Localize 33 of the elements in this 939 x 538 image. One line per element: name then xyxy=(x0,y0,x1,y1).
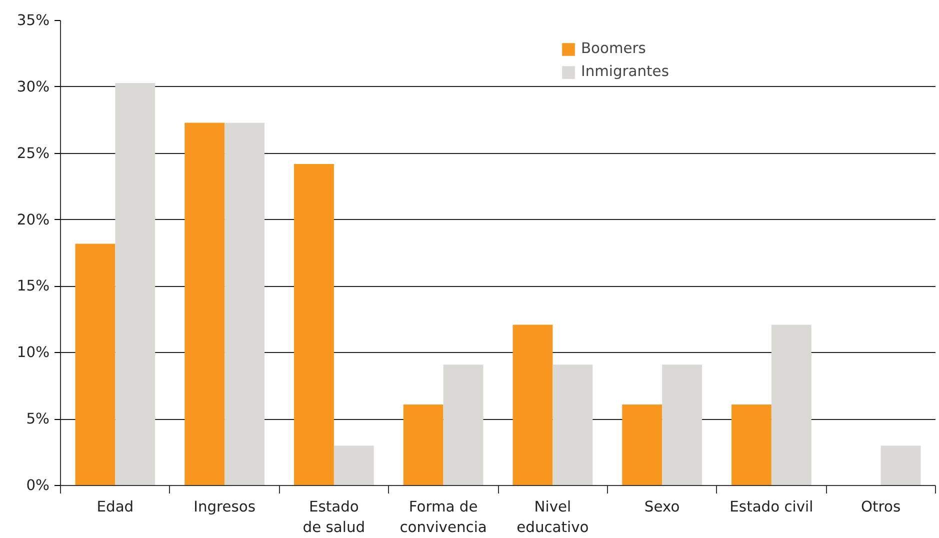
x-tick-label: Nivel educativo xyxy=(516,498,589,536)
x-tick-label: Forma de convivencia xyxy=(400,498,487,536)
bar xyxy=(75,244,116,486)
x-tick-label: Otros xyxy=(861,498,901,516)
bar xyxy=(184,122,225,486)
bar xyxy=(403,404,444,486)
y-tick-label: 25% xyxy=(16,144,50,162)
bar xyxy=(115,82,156,486)
y-tick-label: 30% xyxy=(16,78,50,96)
y-tick-label: 0% xyxy=(26,477,50,494)
bar xyxy=(512,324,553,486)
y-tick-label: 15% xyxy=(16,278,50,295)
bar xyxy=(662,364,702,486)
legend-label: Boomers xyxy=(581,40,646,57)
y-tick-label: 20% xyxy=(16,211,50,228)
bar xyxy=(732,404,772,486)
legend-label: Inmigrantes xyxy=(581,63,669,80)
bar xyxy=(224,122,264,486)
y-tick-label: 10% xyxy=(16,344,50,362)
bar xyxy=(294,164,334,486)
x-tick-label: Ingresos xyxy=(194,498,256,516)
x-tick-label: Estado de salud xyxy=(302,498,366,536)
x-tick-label: Estado civil xyxy=(730,498,814,516)
x-tick-label: Edad xyxy=(96,498,134,516)
y-tick-label: 5% xyxy=(26,410,50,428)
bar xyxy=(443,364,484,486)
bar xyxy=(334,446,374,486)
bar xyxy=(622,404,662,486)
bar xyxy=(880,446,921,486)
bar xyxy=(552,364,593,486)
x-tick-label: Sexo xyxy=(644,498,680,516)
bar xyxy=(771,324,812,486)
y-tick-label: 35% xyxy=(16,12,50,29)
